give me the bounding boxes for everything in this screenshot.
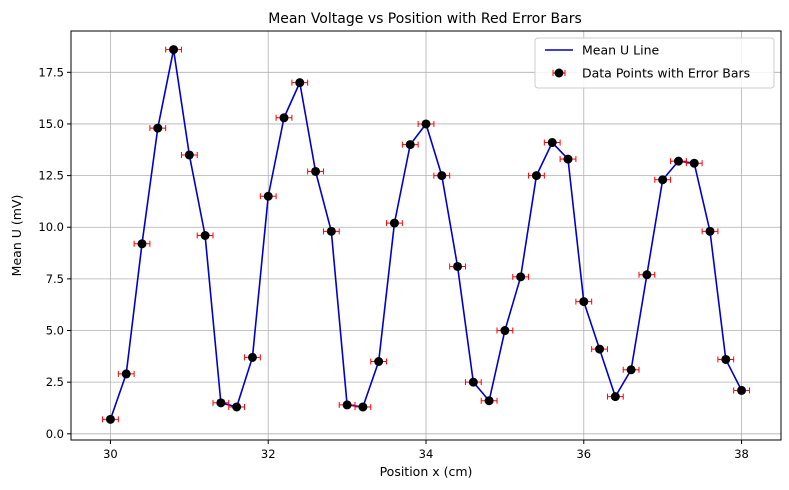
data-point	[658, 175, 668, 185]
y-tick-label: 5.0	[46, 324, 64, 338]
plot-frame	[70, 30, 782, 441]
data-point	[626, 365, 636, 375]
data-point	[247, 352, 257, 362]
data-point	[121, 369, 131, 379]
data-point	[326, 226, 336, 236]
data-point	[610, 392, 620, 402]
data-point	[263, 191, 273, 201]
data-point	[358, 402, 368, 412]
y-tick-label: 2.5	[46, 375, 64, 389]
data-point	[500, 326, 510, 336]
y-tick-label: 0.0	[46, 427, 64, 441]
data-point	[374, 357, 384, 367]
data-point	[389, 218, 399, 228]
legend: Mean U Line Data Points with Error Bars	[534, 37, 775, 89]
data-point	[642, 270, 652, 280]
x-tick-label: 36	[576, 447, 591, 461]
data-point	[516, 272, 526, 282]
data-point	[563, 154, 573, 164]
data-point	[153, 123, 163, 133]
data-point	[547, 138, 557, 148]
y-axis-label: Mean U (mV)	[9, 195, 24, 277]
data-point	[295, 78, 305, 88]
data-point	[531, 171, 541, 181]
legend-label-points: Data Points with Error Bars	[582, 66, 750, 81]
data-point	[705, 226, 715, 236]
data-point	[421, 119, 431, 129]
y-tick-label: 17.5	[38, 65, 64, 79]
y-tick-label: 10.0	[38, 220, 64, 234]
data-point	[137, 239, 147, 249]
data-point	[232, 402, 242, 412]
x-axis-label: Position x (cm)	[380, 464, 473, 479]
data-point	[737, 385, 747, 395]
data-point	[673, 156, 683, 166]
data-point	[184, 150, 194, 160]
data-point	[595, 344, 605, 354]
data-point	[405, 140, 415, 150]
x-tick-label: 38	[734, 447, 749, 461]
data-point	[200, 231, 210, 240]
legend-marker-swatch	[554, 68, 564, 78]
data-point	[468, 377, 478, 387]
chart-title: Mean Voltage vs Position with Red Error …	[268, 11, 582, 27]
y-tick-label: 7.5	[46, 272, 64, 286]
legend-label-line: Mean U Line	[582, 43, 660, 58]
marker-layer	[105, 45, 747, 424]
x-tick-label: 30	[103, 447, 118, 461]
data-point	[484, 396, 494, 406]
data-point	[437, 171, 447, 181]
y-tick-label: 12.5	[38, 169, 64, 183]
x-tick-label: 34	[419, 447, 434, 461]
data-point	[169, 45, 179, 55]
data-point	[105, 414, 115, 424]
data-point	[579, 297, 589, 307]
y-tick-label: 15.0	[38, 117, 64, 131]
data-point	[279, 113, 289, 123]
ticks-layer: 30 32 34 36 38 0.0 2.5 5.0 7.5 10.0 12.5 15.0 17.5	[38, 65, 748, 461]
data-point	[342, 400, 352, 410]
legend-box	[534, 37, 775, 89]
x-tick-label: 32	[261, 447, 276, 461]
data-point	[453, 261, 463, 271]
data-point	[721, 354, 731, 364]
data-point	[216, 398, 226, 408]
data-point	[311, 166, 321, 176]
data-point	[689, 158, 699, 168]
